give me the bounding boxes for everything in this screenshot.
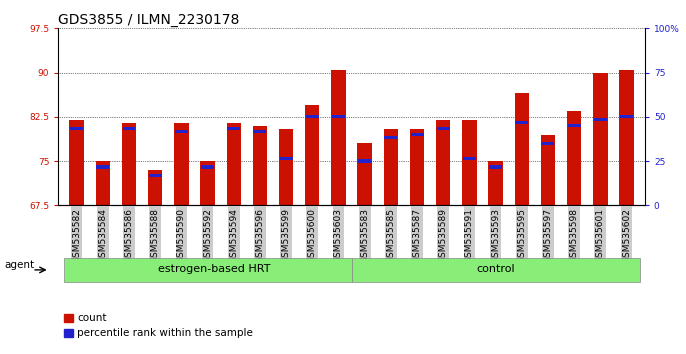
Text: GSM535602: GSM535602 bbox=[622, 208, 631, 263]
Bar bbox=[567, 111, 581, 205]
Text: GSM535603: GSM535603 bbox=[334, 208, 343, 263]
Bar bbox=[227, 127, 240, 130]
Text: GSM535585: GSM535585 bbox=[386, 208, 395, 263]
Bar bbox=[149, 174, 162, 177]
Text: GSM535583: GSM535583 bbox=[360, 208, 369, 263]
Text: GSM535589: GSM535589 bbox=[439, 208, 448, 263]
Bar bbox=[305, 105, 320, 205]
Bar bbox=[437, 127, 450, 130]
Bar bbox=[410, 133, 423, 136]
Bar bbox=[462, 120, 477, 205]
Text: GDS3855 / ILMN_2230178: GDS3855 / ILMN_2230178 bbox=[58, 13, 239, 27]
Bar bbox=[70, 127, 83, 130]
Bar bbox=[541, 142, 554, 145]
Bar bbox=[567, 124, 580, 127]
Bar bbox=[410, 129, 424, 205]
Bar bbox=[331, 70, 346, 205]
Bar bbox=[201, 165, 214, 169]
Bar bbox=[200, 161, 215, 205]
Text: GSM535598: GSM535598 bbox=[569, 208, 579, 263]
Legend: count, percentile rank within the sample: count, percentile rank within the sample bbox=[64, 313, 253, 338]
Bar bbox=[95, 161, 110, 205]
Text: GSM535591: GSM535591 bbox=[465, 208, 474, 263]
Bar bbox=[122, 123, 137, 205]
Bar bbox=[351, 258, 639, 282]
Bar bbox=[488, 161, 503, 205]
Text: GSM535588: GSM535588 bbox=[151, 208, 160, 263]
Bar bbox=[64, 258, 351, 282]
Bar bbox=[279, 129, 294, 205]
Bar bbox=[148, 170, 163, 205]
Bar bbox=[280, 156, 293, 160]
Bar bbox=[306, 115, 319, 119]
Bar bbox=[69, 120, 84, 205]
Bar bbox=[357, 143, 372, 205]
Bar bbox=[96, 165, 109, 169]
Text: GSM535593: GSM535593 bbox=[491, 208, 500, 263]
Text: GSM535582: GSM535582 bbox=[72, 208, 81, 263]
Bar bbox=[252, 126, 267, 205]
Text: GSM535600: GSM535600 bbox=[308, 208, 317, 263]
Text: GSM535597: GSM535597 bbox=[543, 208, 552, 263]
Text: GSM535587: GSM535587 bbox=[412, 208, 421, 263]
Bar bbox=[174, 123, 189, 205]
Bar bbox=[358, 159, 371, 163]
Bar bbox=[383, 129, 398, 205]
Text: estrogen-based HRT: estrogen-based HRT bbox=[158, 264, 270, 274]
Bar bbox=[175, 130, 188, 133]
Text: GSM535594: GSM535594 bbox=[229, 208, 238, 263]
Bar bbox=[541, 135, 555, 205]
Text: agent: agent bbox=[5, 259, 35, 270]
Text: GSM535590: GSM535590 bbox=[177, 208, 186, 263]
Bar bbox=[436, 120, 451, 205]
Bar bbox=[619, 70, 634, 205]
Text: GSM535592: GSM535592 bbox=[203, 208, 212, 263]
Text: GSM535596: GSM535596 bbox=[255, 208, 264, 263]
Text: GSM535599: GSM535599 bbox=[282, 208, 291, 263]
Bar bbox=[123, 127, 136, 130]
Text: control: control bbox=[476, 264, 515, 274]
Bar bbox=[620, 115, 633, 119]
Bar bbox=[489, 165, 502, 169]
Text: GSM535586: GSM535586 bbox=[124, 208, 134, 263]
Bar bbox=[384, 136, 397, 139]
Bar bbox=[515, 121, 528, 124]
Bar bbox=[593, 73, 608, 205]
Text: GSM535595: GSM535595 bbox=[517, 208, 526, 263]
Bar bbox=[594, 118, 607, 121]
Bar bbox=[253, 130, 266, 133]
Text: GSM535601: GSM535601 bbox=[596, 208, 605, 263]
Bar bbox=[514, 93, 529, 205]
Bar bbox=[463, 156, 476, 160]
Text: GSM535584: GSM535584 bbox=[98, 208, 107, 263]
Bar bbox=[332, 115, 345, 119]
Bar bbox=[226, 123, 241, 205]
